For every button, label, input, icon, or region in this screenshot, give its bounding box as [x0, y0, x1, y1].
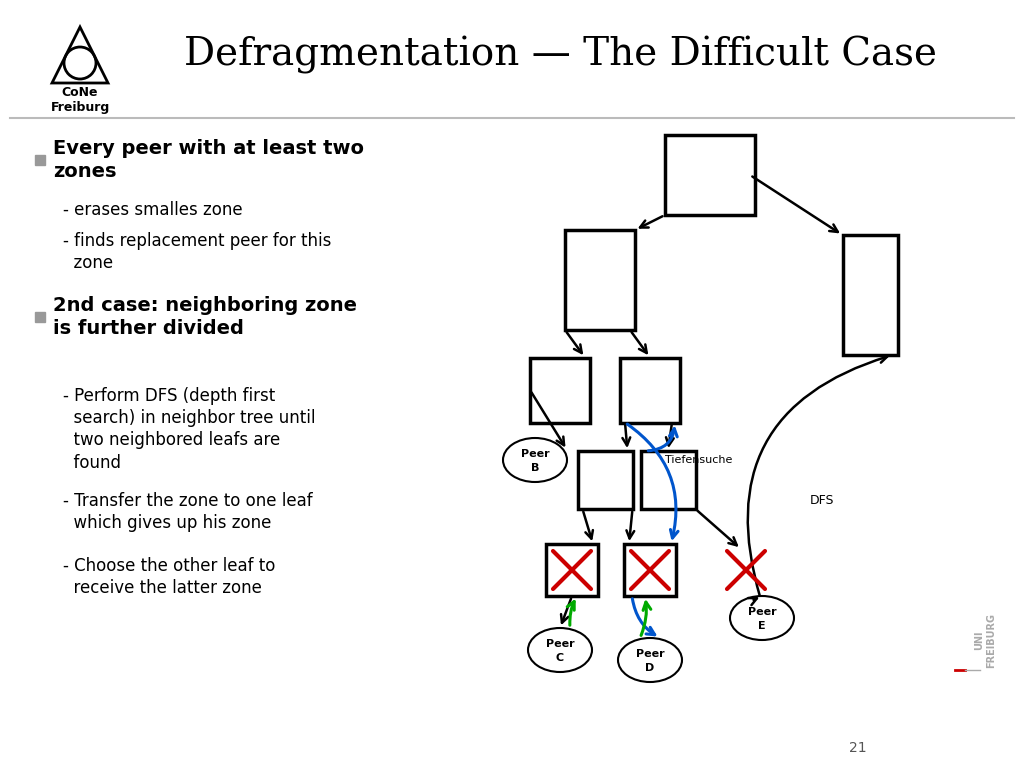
Text: Peer: Peer — [636, 649, 665, 659]
Text: Every peer with at least two
zones: Every peer with at least two zones — [53, 139, 364, 181]
Text: - Perform DFS (depth first
  search) in neighbor tree until
  two neighbored lea: - Perform DFS (depth first search) in ne… — [63, 387, 315, 472]
Text: - finds replacement peer for this
  zone: - finds replacement peer for this zone — [63, 232, 332, 272]
Text: E: E — [758, 621, 766, 631]
Text: CoNe: CoNe — [61, 87, 98, 100]
Bar — [620, 357, 680, 422]
Text: Defragmentation — The Difficult Case: Defragmentation — The Difficult Case — [183, 36, 937, 74]
Bar — [665, 135, 755, 215]
Text: - Transfer the zone to one leaf
  which gives up his zone: - Transfer the zone to one leaf which gi… — [63, 492, 312, 532]
Ellipse shape — [618, 638, 682, 682]
Bar — [35, 312, 45, 322]
Text: UNI
FREIBURG: UNI FREIBURG — [974, 613, 995, 667]
Bar — [624, 544, 676, 596]
FancyArrowPatch shape — [633, 599, 654, 635]
Text: 21: 21 — [849, 741, 866, 755]
Text: Peer: Peer — [520, 449, 549, 459]
Text: C: C — [556, 653, 564, 663]
Text: Tiefensuche: Tiefensuche — [665, 455, 732, 465]
Ellipse shape — [503, 438, 567, 482]
FancyArrowPatch shape — [648, 429, 677, 451]
Text: D: D — [645, 663, 654, 673]
Ellipse shape — [528, 628, 592, 672]
FancyArrowPatch shape — [748, 356, 887, 598]
Bar — [530, 357, 590, 422]
Bar — [546, 544, 598, 596]
Bar — [35, 155, 45, 165]
Ellipse shape — [730, 596, 794, 640]
Bar — [565, 230, 635, 330]
FancyArrowPatch shape — [641, 602, 651, 635]
Text: - Choose the other leaf to
  receive the latter zone: - Choose the other leaf to receive the l… — [63, 557, 275, 598]
Text: Freiburg: Freiburg — [50, 101, 110, 114]
Text: - erases smalles zone: - erases smalles zone — [63, 201, 243, 219]
FancyArrowPatch shape — [567, 601, 574, 625]
Text: B: B — [530, 463, 540, 473]
Bar — [578, 451, 633, 509]
Text: DFS: DFS — [810, 494, 835, 507]
Text: Peer: Peer — [748, 607, 776, 617]
Text: 2nd case: neighboring zone
is further divided: 2nd case: neighboring zone is further di… — [53, 296, 357, 338]
FancyArrowPatch shape — [628, 424, 678, 538]
Text: Peer: Peer — [546, 639, 574, 649]
Bar — [640, 451, 695, 509]
Bar — [843, 235, 897, 355]
